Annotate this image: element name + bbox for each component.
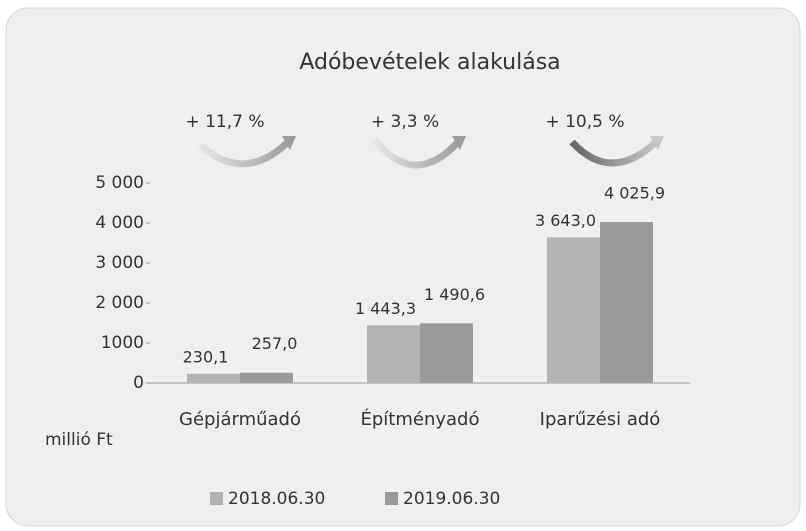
arrow xyxy=(569,137,661,167)
arrow-head xyxy=(650,136,664,150)
legend-swatch xyxy=(210,492,223,505)
annotation: + 3,3 % xyxy=(371,112,439,132)
arrow xyxy=(197,137,293,168)
value-label: 230,1 xyxy=(183,347,229,366)
y-tick-label: 2 000 xyxy=(95,293,144,313)
arrow-head xyxy=(282,136,296,150)
panel xyxy=(5,7,801,527)
legend-label: 2018.06.30 xyxy=(228,489,325,509)
arrow xyxy=(372,137,463,169)
bar xyxy=(367,325,420,383)
value-label: 1 490,6 xyxy=(424,285,485,304)
x-tick-label: Építményadó xyxy=(361,408,480,430)
bar xyxy=(547,237,600,383)
value-label: 1 443,3 xyxy=(355,299,416,318)
y-tick-label: 3 000 xyxy=(95,253,144,273)
arrows xyxy=(197,136,664,169)
annotation: + 11,7 % xyxy=(185,112,264,132)
y-tick-label: 1000 xyxy=(101,333,144,353)
bar xyxy=(420,323,473,383)
chart-title: Adóbevételek alakulása xyxy=(299,50,560,75)
arrow-head xyxy=(452,136,466,150)
bar xyxy=(240,372,293,383)
x-tick-label: Gépjárműadó xyxy=(179,409,301,430)
y-tick-label: 5 000 xyxy=(95,173,144,193)
bar xyxy=(600,221,653,383)
legend-swatch xyxy=(385,492,398,505)
value-label: 257,0 xyxy=(252,334,298,353)
value-label: 3 643,0 xyxy=(535,211,596,230)
x-tick-label: Iparűzési adó xyxy=(540,409,661,430)
y-tick-label: 0 xyxy=(133,373,144,393)
value-label: 4 025,9 xyxy=(604,183,665,202)
y-axis-label: millió Ft xyxy=(45,430,113,450)
bar xyxy=(187,373,240,383)
y-tick-label: 4 000 xyxy=(95,213,144,233)
legend-label: 2019.06.30 xyxy=(403,489,500,509)
annotation: + 10,5 % xyxy=(545,112,624,132)
